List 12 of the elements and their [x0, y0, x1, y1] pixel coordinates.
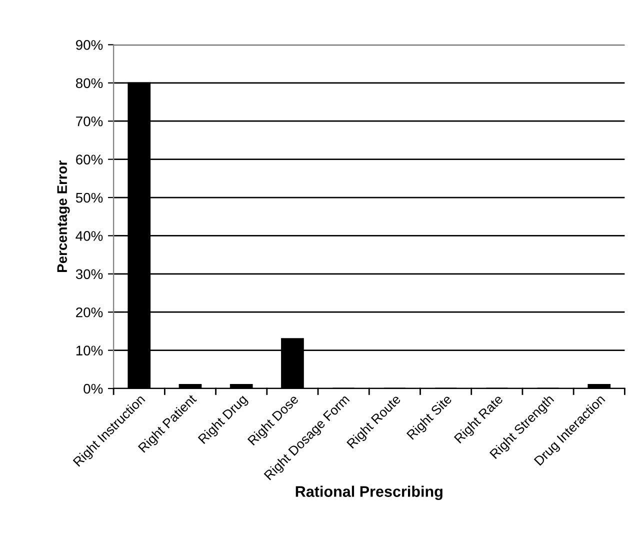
- y-tick-label: 60%: [76, 154, 103, 164]
- y-tick-label: 20%: [76, 307, 103, 318]
- y-tick-label: 0%: [84, 384, 103, 394]
- y-tick-label: 40%: [76, 231, 103, 241]
- y-tick-label: 50%: [76, 192, 103, 203]
- y-tick-label: 10%: [76, 346, 103, 356]
- y-tick-label: 30%: [76, 269, 103, 280]
- y-tick-label: 90%: [76, 40, 103, 50]
- y-axis-title: Percentage Error: [57, 160, 70, 272]
- x-axis-title: Rational Prescribing: [296, 486, 442, 500]
- y-tick-label: 80%: [76, 78, 103, 88]
- y-tick-label: 70%: [76, 116, 103, 126]
